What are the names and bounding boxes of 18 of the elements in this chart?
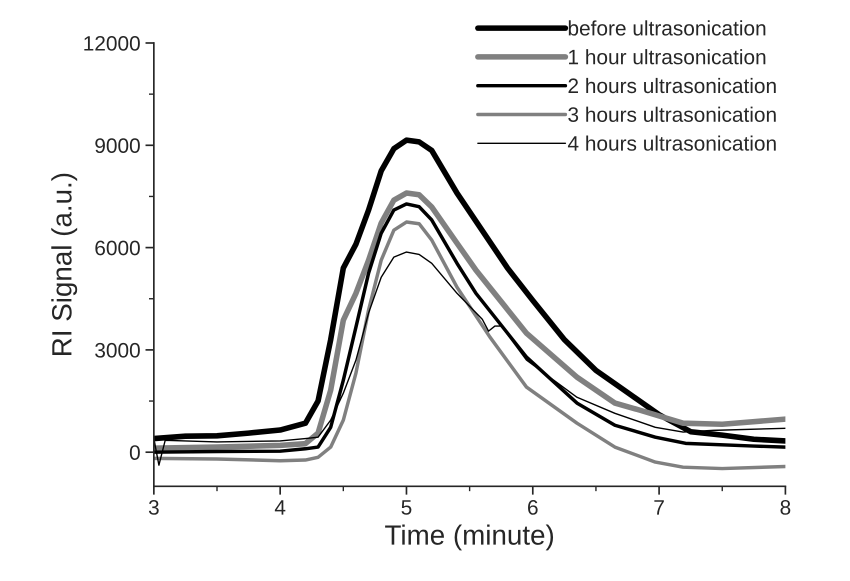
x-axis-title: Time (minute) [385, 524, 554, 550]
y-axis-title: RI Signal (a.u.) [51, 174, 78, 355]
y-tick-label: 9000 [95, 138, 140, 154]
x-tick-label: 6 [528, 500, 538, 515]
legend-label: before ultrasonication [568, 20, 766, 36]
x-tick-label: 4 [274, 500, 286, 515]
x-tick-label: 5 [402, 500, 412, 515]
legend-label: 2 hours ultrasonication [568, 78, 776, 94]
x-tick-label: 7 [654, 500, 664, 515]
y-tick-label: 6000 [95, 240, 140, 256]
x-tick-label: 3 [148, 500, 159, 515]
y-tick-label: 0 [130, 445, 140, 460]
legend-label: 4 hours ultrasonication [568, 135, 776, 151]
legend-label: 1 hour ultrasonication [569, 49, 766, 64]
legend-label: 3 hours ultrasonication [568, 106, 776, 122]
y-tick-label: 12000 [84, 36, 140, 51]
y-tick-label: 3000 [95, 342, 140, 358]
x-tick-label: 8 [780, 500, 790, 515]
